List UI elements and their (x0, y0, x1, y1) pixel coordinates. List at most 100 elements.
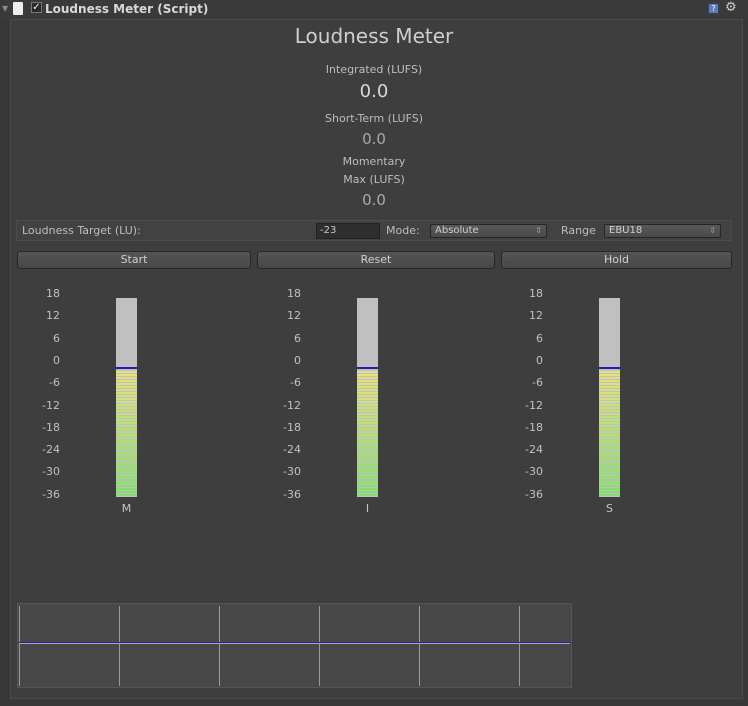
hold-button[interactable]: Hold (501, 251, 732, 269)
meter-label: I (365, 502, 370, 515)
meter-segment (599, 398, 620, 401)
meter-segment (116, 434, 137, 437)
meter-segment (116, 389, 137, 392)
meter-segment (357, 410, 378, 413)
scale-tick-label: 12 (529, 309, 543, 323)
meter-segment (599, 485, 620, 488)
scale-tick-label: -6 (532, 376, 543, 390)
meter-segment (357, 392, 378, 395)
meter-segment (357, 383, 378, 386)
meter-segment (599, 416, 620, 419)
scale-tick-label: -36 (525, 487, 543, 501)
loudness-history-graph (17, 603, 572, 688)
scale-tick-label: 6 (536, 331, 543, 345)
gear-icon[interactable]: ⚙ (725, 0, 737, 15)
meter-segment (357, 398, 378, 401)
meter-segment (357, 431, 378, 434)
meter-segment (357, 476, 378, 479)
loudness-target-label: Loudness Target (LU): (22, 224, 141, 237)
meter-segment (599, 452, 620, 455)
scale-tick-label: -18 (42, 420, 60, 434)
meter-segment (357, 374, 378, 377)
scale-tick-label: -24 (42, 443, 60, 457)
scale-tick-label: 18 (287, 287, 301, 300)
meter-segment (116, 425, 137, 428)
scale-tick-label: -18 (525, 420, 543, 434)
meter-segment (116, 473, 137, 476)
meter-segment (599, 410, 620, 413)
meter-segment (116, 422, 137, 425)
meter-segment (599, 428, 620, 431)
meter-segment (357, 422, 378, 425)
help-icon[interactable]: ? (708, 3, 719, 14)
loudness-target-input[interactable]: -23 (316, 223, 380, 239)
page-title: Loudness Meter (294, 24, 454, 48)
meter-segment (357, 464, 378, 467)
graph-gridline (419, 606, 420, 686)
scale-tick-label: 12 (287, 309, 301, 323)
momentary-max-label: Max (LUFS) (343, 173, 405, 186)
meter-segment (599, 407, 620, 410)
meter-label: M (121, 502, 132, 515)
meter-segment (599, 422, 620, 425)
scale-tick-label: -12 (525, 398, 543, 412)
scale-tick-label: 0 (294, 353, 301, 367)
mode-dropdown[interactable]: Absolute ⇕ (430, 224, 547, 238)
meter-segment (357, 395, 378, 398)
start-button[interactable]: Start (17, 251, 251, 269)
meter-segment (357, 404, 378, 407)
meter-segment (116, 413, 137, 416)
meter-segment (116, 491, 137, 494)
meter-segment (599, 401, 620, 404)
scale-tick-label: -36 (42, 487, 60, 501)
graph-gridline (119, 606, 120, 686)
scale-tick-label: -30 (283, 465, 301, 479)
meter-segment (357, 416, 378, 419)
meter-segment (116, 485, 137, 488)
graph-gridline (319, 606, 320, 686)
scale-tick-label: -24 (283, 443, 301, 457)
short-term-value: 0.0 (362, 130, 386, 148)
meter-segment (599, 449, 620, 452)
meter-segment (116, 395, 137, 398)
meter-segment (116, 377, 137, 380)
meter-segment (599, 473, 620, 476)
meter-segment (116, 494, 137, 497)
meter-segment (357, 413, 378, 416)
meter-segment (116, 482, 137, 485)
meter-segment (599, 494, 620, 497)
scale-tick-label: 0 (53, 353, 60, 367)
meter-segment (357, 371, 378, 374)
meter-segment (357, 455, 378, 458)
graph-gridline (519, 606, 520, 686)
meter-segment (599, 419, 620, 422)
meter-segment (357, 386, 378, 389)
meter-segment (357, 473, 378, 476)
range-dropdown[interactable]: EBU18 ⇕ (604, 224, 721, 238)
reset-button[interactable]: Reset (257, 251, 495, 269)
meter-segment (116, 398, 137, 401)
meter-segment (116, 407, 137, 410)
integrated-label: Integrated (LUFS) (325, 63, 423, 76)
meter-segment (116, 386, 137, 389)
foldout-arrow-icon[interactable]: ▼ (2, 4, 9, 13)
meter-segment (357, 425, 378, 428)
integrated-value: 0.0 (359, 81, 389, 102)
meter-segment (116, 461, 137, 464)
meter-segment (599, 476, 620, 479)
enabled-checkbox[interactable]: ✓ (31, 2, 42, 13)
meter-segment (116, 383, 137, 386)
meter-segment (599, 386, 620, 389)
meter-segment (599, 437, 620, 440)
meter-segment (599, 461, 620, 464)
meter-segment (357, 440, 378, 443)
mode-value: Absolute (435, 225, 479, 236)
meter-segment (116, 401, 137, 404)
meter-segment (357, 485, 378, 488)
graph-target-line (19, 642, 570, 644)
scale-tick-label: -12 (283, 398, 301, 412)
meter-segment (599, 464, 620, 467)
meter-segment (357, 461, 378, 464)
scale-tick-label: 12 (46, 309, 60, 323)
meter-segment (599, 467, 620, 470)
